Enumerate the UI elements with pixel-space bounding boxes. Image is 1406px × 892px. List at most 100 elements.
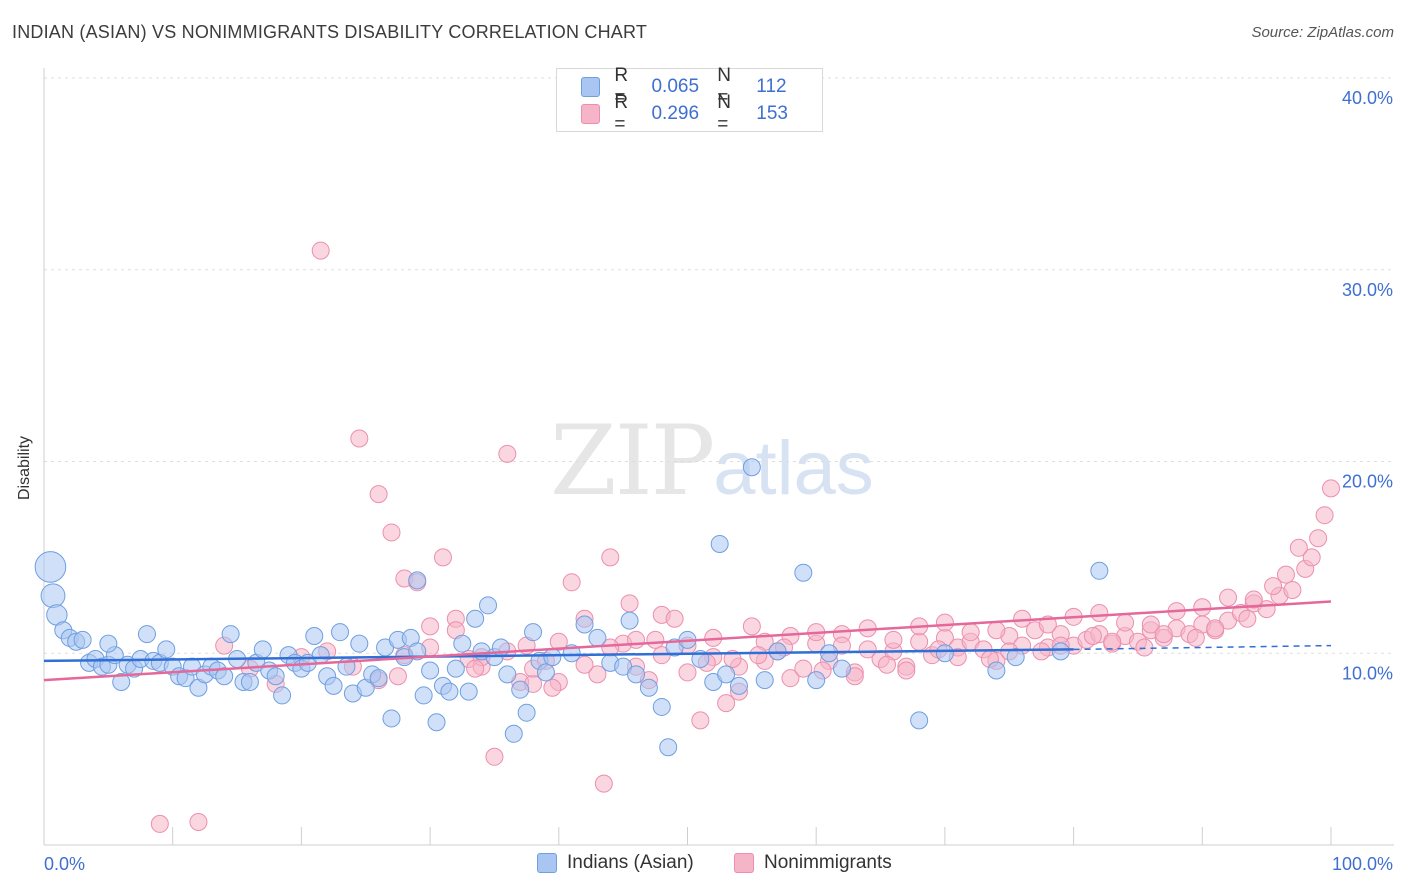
pink-swatch xyxy=(734,853,754,873)
nonimmigrants-point xyxy=(1244,590,1263,609)
indians-asian-point xyxy=(807,671,826,690)
nonimmigrants-point xyxy=(781,669,800,688)
indians-asian-point xyxy=(266,667,285,686)
nonimmigrants-point xyxy=(350,429,369,448)
nonimmigrants-point xyxy=(543,678,562,697)
r-value: 0.065 xyxy=(651,76,700,97)
y-tick-label: 40.0% xyxy=(1342,88,1393,108)
source-label: Source: ZipAtlas.com xyxy=(1251,24,1394,41)
indians-asian-point xyxy=(427,713,446,732)
nonimmigrants-point xyxy=(665,609,684,628)
nonimmigrants-point xyxy=(382,523,401,542)
nonimmigrants-point xyxy=(884,630,903,649)
pink-swatch xyxy=(581,104,601,124)
nonimmigrants-point xyxy=(549,632,568,651)
nonimmigrants-point xyxy=(189,812,208,831)
nonimmigrants-point xyxy=(1083,626,1102,645)
indians-asian-point xyxy=(511,680,530,699)
nonimmigrants-point xyxy=(691,711,710,730)
nonimmigrants-point xyxy=(1315,506,1334,525)
indians-asian-point xyxy=(99,634,118,653)
nonimmigrants-point xyxy=(1302,548,1321,567)
indians-asian-point xyxy=(543,648,562,667)
n-label: N = xyxy=(717,92,731,135)
indians-asian-point xyxy=(421,661,440,680)
y-tick-label: 10.0% xyxy=(1342,663,1393,683)
nonimmigrants-point xyxy=(1276,565,1295,584)
blue-swatch xyxy=(537,853,557,873)
nonimmigrants-point xyxy=(717,694,736,713)
nonimmigrants-point xyxy=(485,747,504,766)
indians-asian-point xyxy=(639,678,658,697)
r-value: 0.296 xyxy=(651,103,700,124)
indians-asian-point xyxy=(324,676,343,695)
nonimmigrants-point xyxy=(987,621,1006,640)
nonimmigrants-point xyxy=(601,548,620,567)
watermark-atlas: atlas xyxy=(713,426,874,511)
legend-item-nonimmigrants[interactable]: Nonimmigrants xyxy=(734,852,892,874)
indians-asian-trendline xyxy=(43,648,1074,663)
indians-asian-point xyxy=(755,671,774,690)
nonimmigrants-point xyxy=(311,241,330,260)
indians-asian-trendline-extension xyxy=(1073,644,1332,651)
indians-asian-point xyxy=(504,724,523,743)
indians-asian-point xyxy=(729,676,748,695)
nonimmigrants-point xyxy=(1103,632,1122,651)
indians-asian-point xyxy=(575,615,594,634)
nonimmigrants-point xyxy=(575,655,594,674)
nonimmigrants-point xyxy=(1309,529,1328,548)
indians-asian-point xyxy=(408,571,427,590)
indians-asian-point xyxy=(1006,648,1025,667)
nonimmigrants-point xyxy=(1116,613,1135,632)
indians-asian-point xyxy=(517,703,536,722)
stats-legend-row-blue: R = 0.065 N = 112 xyxy=(581,65,822,108)
indians-asian-point xyxy=(524,623,543,642)
indians-asian-point xyxy=(652,697,671,716)
indians-asian-point xyxy=(710,534,729,553)
nonimmigrants-point xyxy=(1289,538,1308,557)
indians-asian-point xyxy=(794,563,813,582)
indians-asian-point xyxy=(742,458,761,477)
nonimmigrants-point xyxy=(897,661,916,680)
nonimmigrants-point xyxy=(627,630,646,649)
r-label: R = xyxy=(614,65,629,108)
indians-asian-point xyxy=(453,634,472,653)
x-tick-label: 0.0% xyxy=(44,854,85,874)
indians-asian-point xyxy=(311,646,330,665)
indians-asian-point xyxy=(414,686,433,705)
nonimmigrants-point xyxy=(369,485,388,504)
indians-asian-point xyxy=(240,673,259,692)
indians-asian-point xyxy=(221,625,240,644)
indians-asian-point xyxy=(479,596,498,615)
nonimmigrants-point xyxy=(877,655,896,674)
nonimmigrants-point xyxy=(150,814,169,833)
indians-asian-point xyxy=(1090,561,1109,580)
indians-asian-point xyxy=(717,665,736,684)
nonimmigrants-point xyxy=(1032,642,1051,661)
nonimmigrants-point xyxy=(1193,598,1212,617)
nonimmigrants-point xyxy=(1090,603,1109,622)
nonimmigrants-point xyxy=(1186,628,1205,647)
nonimmigrants-point xyxy=(678,663,697,682)
nonimmigrants-point xyxy=(620,594,639,613)
legend-item-indians-asian[interactable]: Indians (Asian) xyxy=(537,852,694,874)
blue-swatch xyxy=(581,77,601,97)
nonimmigrants-point xyxy=(1264,577,1283,596)
indians-asian-point xyxy=(112,673,131,692)
nonimmigrants-point xyxy=(1322,479,1340,498)
nonimmigrants-point xyxy=(723,650,742,669)
indians-asian-point xyxy=(620,611,639,630)
nonimmigrants-point xyxy=(742,617,761,636)
x-tick-label: 100.0% xyxy=(1332,854,1393,874)
indians-asian-point xyxy=(157,640,176,659)
indians-asian-point xyxy=(987,661,1006,680)
nonimmigrants-point xyxy=(1135,638,1154,657)
nonimmigrants-point xyxy=(1238,609,1257,628)
indians-asian-point xyxy=(627,665,646,684)
indians-asian-point xyxy=(588,628,607,647)
nonimmigrants-point xyxy=(433,548,452,567)
nonimmigrants-trendline xyxy=(43,600,1332,682)
indians-asian-point xyxy=(350,634,369,653)
stats-legend-row-pink: R = 0.296 N = 153 xyxy=(581,92,822,135)
